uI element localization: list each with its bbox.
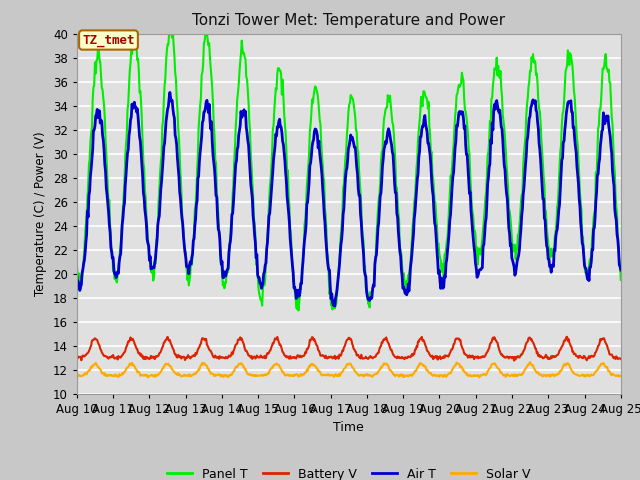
Panel T xyxy=(223,268,231,274)
Battery V xyxy=(617,356,625,362)
Air T xyxy=(195,173,202,179)
Solar V xyxy=(416,361,424,367)
Air T xyxy=(73,273,81,278)
Title: Tonzi Tower Met: Temperature and Power: Tonzi Tower Met: Temperature and Power xyxy=(192,13,506,28)
Solar V xyxy=(73,373,81,379)
Panel T xyxy=(417,109,424,115)
Solar V xyxy=(83,372,90,377)
Solar V xyxy=(139,372,147,378)
Line: Panel T: Panel T xyxy=(77,34,621,311)
Y-axis label: Temperature (C) / Power (V): Temperature (C) / Power (V) xyxy=(34,132,47,296)
Air T xyxy=(139,173,147,179)
Battery V xyxy=(223,355,230,361)
Line: Solar V: Solar V xyxy=(77,362,621,377)
Panel T xyxy=(165,31,173,36)
Solar V xyxy=(195,367,202,372)
Panel T xyxy=(139,140,147,146)
Solar V xyxy=(223,374,231,380)
Air T xyxy=(166,90,173,96)
Panel T xyxy=(433,214,440,220)
Battery V xyxy=(139,353,147,359)
Air T xyxy=(433,235,440,240)
Battery V xyxy=(510,358,518,363)
Panel T xyxy=(617,277,625,283)
Solar V xyxy=(144,374,152,380)
X-axis label: Time: Time xyxy=(333,421,364,434)
Line: Air T: Air T xyxy=(77,93,621,306)
Air T xyxy=(331,303,339,309)
Legend: Panel T, Battery V, Air T, Solar V: Panel T, Battery V, Air T, Solar V xyxy=(163,463,535,480)
Battery V xyxy=(563,334,571,340)
Panel T xyxy=(195,125,202,131)
Battery V xyxy=(194,347,202,352)
Solar V xyxy=(617,373,625,379)
Panel T xyxy=(73,260,81,265)
Text: TZ_tmet: TZ_tmet xyxy=(83,34,135,47)
Solar V xyxy=(526,360,534,365)
Panel T xyxy=(83,212,90,217)
Air T xyxy=(223,266,231,272)
Panel T xyxy=(294,308,302,313)
Battery V xyxy=(415,339,422,345)
Battery V xyxy=(73,355,81,360)
Battery V xyxy=(431,355,438,360)
Battery V xyxy=(83,351,90,357)
Air T xyxy=(417,134,424,140)
Solar V xyxy=(431,372,439,378)
Line: Battery V: Battery V xyxy=(77,337,621,360)
Air T xyxy=(83,231,90,237)
Air T xyxy=(617,267,625,273)
